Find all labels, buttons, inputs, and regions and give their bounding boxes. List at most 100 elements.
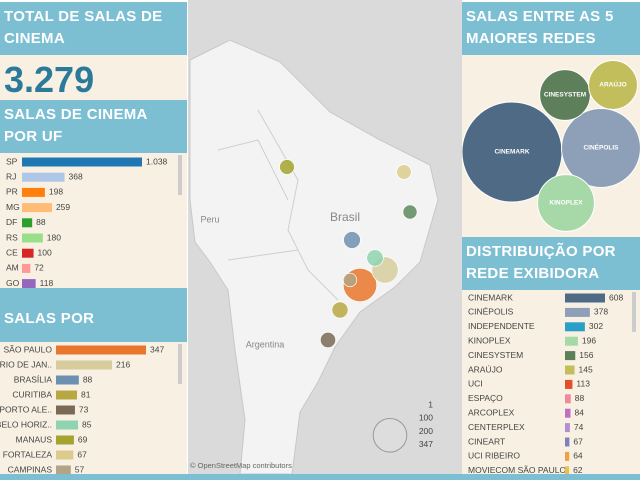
value-label: 100 bbox=[38, 247, 52, 257]
category-label: CINESYSTEM bbox=[468, 350, 523, 360]
bar bbox=[22, 157, 142, 167]
map-bubble bbox=[331, 301, 349, 319]
land bbox=[189, 39, 439, 474]
bar bbox=[56, 450, 74, 460]
chart-title: SALAS ENTRE AS 5 MAIORES REDES bbox=[462, 2, 640, 55]
value-label: 57 bbox=[75, 464, 85, 474]
value-label: 73 bbox=[79, 404, 89, 414]
bubble bbox=[588, 60, 638, 110]
bubble bbox=[537, 174, 595, 232]
value-label: 180 bbox=[47, 232, 61, 242]
category-label: GO bbox=[6, 278, 20, 288]
bubble-label: CINÉPOLIS bbox=[583, 143, 619, 152]
bar bbox=[565, 408, 571, 418]
scrollbar bbox=[178, 155, 182, 195]
category-label: CINEMARK bbox=[468, 292, 513, 302]
category-label: CINEART bbox=[468, 436, 505, 446]
value-label: 67 bbox=[77, 449, 87, 459]
borders bbox=[217, 109, 339, 301]
value-label: 145 bbox=[579, 364, 593, 374]
category-label: DF bbox=[6, 217, 17, 227]
bar bbox=[56, 345, 146, 355]
bar bbox=[565, 423, 570, 433]
bubble-label: ARAÚJO bbox=[599, 80, 626, 89]
bar bbox=[22, 187, 45, 197]
bar bbox=[565, 293, 605, 303]
value-label: 378 bbox=[594, 307, 608, 317]
value-label: 196 bbox=[582, 335, 596, 345]
value-label: 1.038 bbox=[146, 156, 168, 166]
value-label: 113 bbox=[576, 379, 590, 389]
attribution: © OpenStreetMap contributors bbox=[190, 461, 292, 470]
value-label: 198 bbox=[49, 187, 63, 197]
map: Peru Brasil Argentina 1 100 200 347 © OpenStree… bbox=[188, 0, 462, 474]
category-label: PORTO ALE.. bbox=[0, 404, 52, 414]
size-legend-label: 200 bbox=[419, 426, 433, 436]
muni-chart: SÃO PAULO 347 RIO DE JAN.. 216 BRASÍLIA 88 CUR… bbox=[0, 344, 182, 474]
bar bbox=[22, 203, 52, 213]
bar bbox=[565, 336, 578, 346]
category-label: SP bbox=[6, 156, 18, 166]
map-panel: Peru Brasil Argentina 1 100 200 347 © OpenStree… bbox=[188, 0, 462, 474]
map-label: Brasil bbox=[330, 210, 360, 224]
value-label: 69 bbox=[78, 434, 88, 444]
bar bbox=[56, 435, 74, 445]
size-legend-mark bbox=[372, 417, 408, 453]
bar bbox=[565, 466, 570, 474]
rede-chart: CINEMARK 608 CINÉPOLIS 378 INDEPENDENTE 302 KI… bbox=[468, 292, 636, 474]
bubble-chart: CINEMARK CINÉPOLIS CINESYSTEM ARAÚJO KINOPLE… bbox=[462, 60, 640, 232]
value-label: 156 bbox=[579, 350, 593, 360]
value-label: 88 bbox=[575, 393, 585, 403]
value-label: 302 bbox=[589, 321, 603, 331]
bubble-panel: CINEMARK CINÉPOLIS CINESYSTEM ARAÚJO KINOPLE… bbox=[462, 55, 640, 237]
category-label: UCI bbox=[468, 379, 483, 389]
category-label: ESPAÇO bbox=[468, 393, 503, 403]
value-label: 84 bbox=[575, 407, 585, 417]
value-label: 88 bbox=[83, 374, 93, 384]
value-label: 608 bbox=[609, 292, 623, 302]
category-label: CE bbox=[6, 247, 18, 257]
category-label: CAMPINAS bbox=[8, 464, 53, 474]
bar bbox=[56, 375, 79, 385]
category-label: CENTERPLEX bbox=[468, 422, 525, 432]
value-label: 72 bbox=[34, 263, 44, 273]
chart-title: DISTRIBUIÇÃO POR REDE EXIBIDORA bbox=[462, 237, 640, 290]
category-label: CURITIBA bbox=[12, 389, 52, 399]
size-legend-label: 347 bbox=[419, 439, 433, 449]
bubble-label: CINEMARK bbox=[494, 149, 529, 156]
map-bubble bbox=[366, 249, 384, 267]
uf-chart: SP 1.038 RJ 368 PR 198 MG 259 DF 88 RS 180 CE 100 AM 72… bbox=[6, 155, 182, 288]
footer-bar bbox=[0, 474, 640, 480]
bar bbox=[22, 218, 33, 228]
value-label: 88 bbox=[36, 217, 46, 227]
muni-panel: SÃO PAULO 347 RIO DE JAN.. 216 BRASÍLIA 88 CUR… bbox=[0, 342, 187, 474]
bar bbox=[565, 322, 585, 332]
category-label: MG bbox=[6, 202, 20, 212]
category-label: SÃO PAULO bbox=[4, 344, 53, 354]
category-label: AM bbox=[6, 263, 19, 273]
map-bubble bbox=[402, 204, 418, 220]
map-bubble bbox=[342, 272, 358, 288]
bar bbox=[565, 437, 570, 447]
bar bbox=[565, 451, 570, 461]
category-label: RJ bbox=[6, 171, 16, 181]
value-label: 62 bbox=[573, 465, 583, 474]
value-label: 67 bbox=[573, 436, 583, 446]
category-label: RIO DE JAN.. bbox=[0, 359, 52, 369]
bar bbox=[56, 465, 71, 474]
scrollbar bbox=[178, 344, 182, 384]
value-label: 347 bbox=[150, 344, 164, 354]
bubble-label: CINESYSTEM bbox=[544, 92, 586, 99]
category-label: BELO HORIZ.. bbox=[0, 419, 52, 429]
kpi-value: 3.279 bbox=[0, 55, 187, 100]
value-label: 74 bbox=[574, 422, 584, 432]
chart-title: SALAS POR MUNICÍPIOS bbox=[0, 288, 187, 342]
size-legend-label: 1 bbox=[428, 399, 433, 409]
bubble bbox=[561, 108, 640, 188]
value-label: 368 bbox=[69, 171, 83, 181]
bar bbox=[565, 307, 590, 317]
bubble-label: KINOPLEX bbox=[549, 200, 583, 207]
uf-panel: SP 1.038 RJ 368 PR 198 MG 259 DF 88 RS 180 CE 100 AM 72… bbox=[0, 153, 187, 288]
category-label: CINÉPOLIS bbox=[468, 307, 514, 317]
